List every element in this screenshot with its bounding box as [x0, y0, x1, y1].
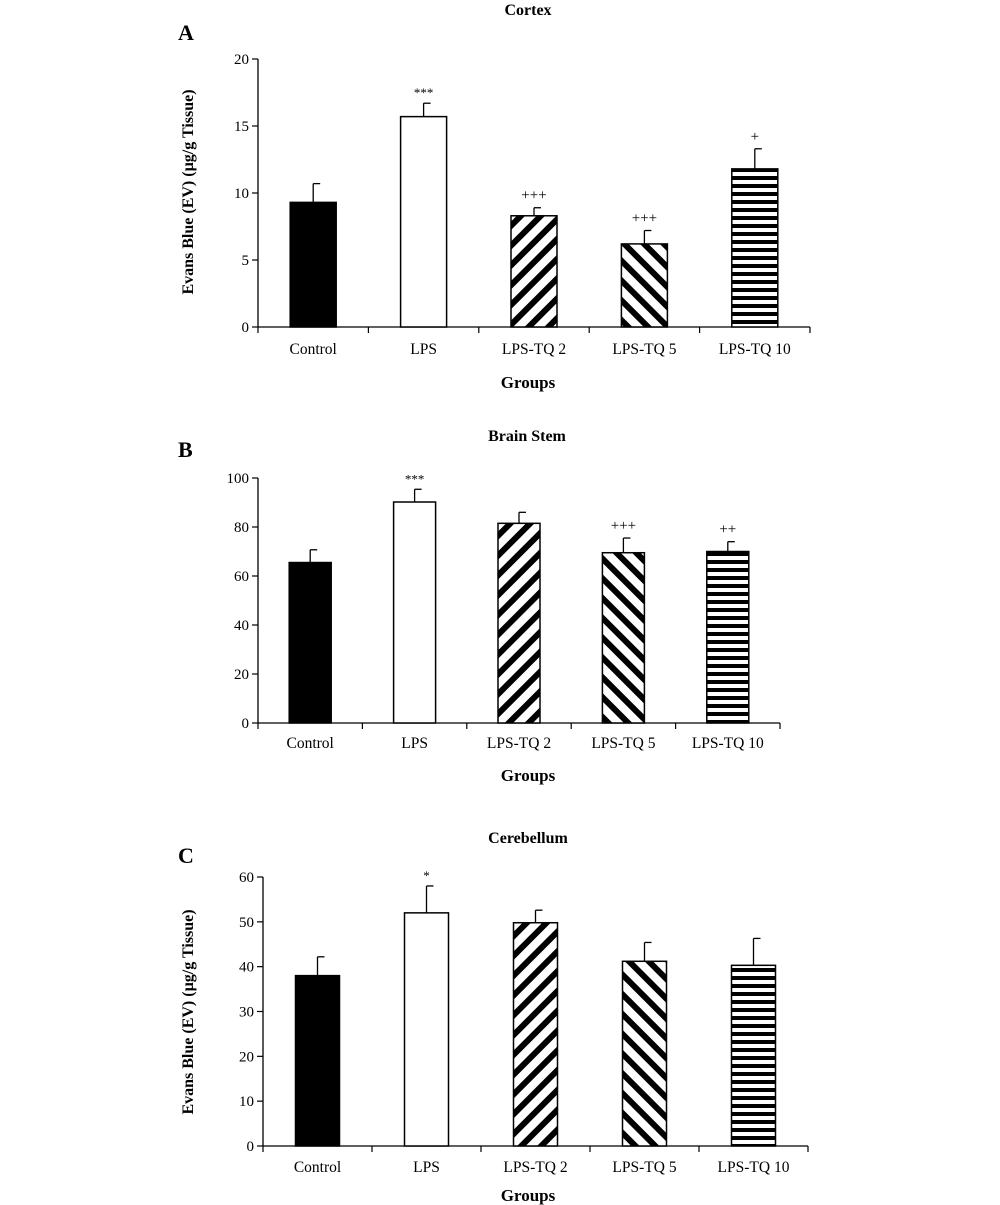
- y-tick-label: 5: [242, 253, 250, 269]
- chart-panel-b: B Brain Stem Groups 0 20 40 60 80 100 Control L…: [178, 428, 781, 785]
- chart-title: Cerebellum: [488, 830, 568, 847]
- x-tick-label: LPS: [410, 341, 437, 358]
- x-tick-label: LPS-TQ 2: [487, 735, 551, 752]
- x-tick-label: LPS-TQ 5: [591, 735, 655, 752]
- x-tick-label: LPS-TQ 10: [718, 1159, 790, 1176]
- bar: [620, 243, 669, 328]
- y-tick-label: 0: [242, 716, 250, 732]
- y-tick-label: 20: [234, 667, 249, 683]
- significance-label: +++: [611, 518, 636, 534]
- y-axis-label: Evans Blue (EV) (µg/g Tissue): [180, 89, 197, 294]
- x-tick-label: LPS-TQ 2: [503, 1159, 567, 1176]
- x-tick-label: LPS-TQ 5: [612, 341, 676, 358]
- y-tick-label: 15: [234, 119, 249, 135]
- bar: [706, 550, 750, 724]
- y-tick-label: 20: [234, 52, 249, 68]
- y-tick-label: 10: [234, 186, 249, 202]
- y-tick-label: 100: [227, 471, 250, 487]
- x-tick-label: Control: [294, 1159, 341, 1176]
- x-tick-label: LPS-TQ 10: [692, 735, 764, 752]
- x-tick-label: LPS-TQ 2: [502, 341, 566, 358]
- bar: [510, 215, 558, 328]
- panel-label: C: [178, 843, 194, 868]
- bar: [512, 921, 559, 1147]
- bar: [399, 115, 448, 328]
- bar: [621, 960, 668, 1147]
- bar: [601, 551, 646, 724]
- y-tick-label: 30: [239, 1005, 254, 1021]
- significance-label: ***: [405, 471, 425, 486]
- y-tick-label: 50: [239, 915, 254, 931]
- x-axis-label: Groups: [501, 1186, 556, 1205]
- y-tick-label: 40: [239, 960, 254, 976]
- plot-area: 0 10 20 30 40 50 60 Control LPS * LPS-TQ 2 LPS-TQ 5…: [239, 868, 809, 1176]
- y-tick-label: 60: [234, 569, 249, 585]
- x-axis-label: Groups: [501, 373, 556, 392]
- plot-area: 0 5 10 15 20 Control LPS *** LPS-TQ 2 +++ LPS-TQ 5…: [234, 52, 811, 358]
- x-tick-label: Control: [290, 341, 337, 358]
- bar: [288, 561, 332, 724]
- panel-label: A: [178, 20, 194, 45]
- chart-title: Brain Stem: [488, 428, 566, 445]
- y-tick-label: 10: [239, 1094, 254, 1110]
- bar: [392, 501, 437, 724]
- y-tick-label: 40: [234, 618, 249, 634]
- chart-panel-c: C Cerebellum Evans Blue (EV) (µg/g Tissu…: [178, 830, 809, 1205]
- y-axis-label: Evans Blue (EV) (µg/g Tissue): [180, 909, 197, 1114]
- x-tick-label: LPS: [413, 1159, 440, 1176]
- bar: [730, 964, 777, 1147]
- y-tick-label: 0: [242, 320, 250, 336]
- significance-label: *: [423, 868, 430, 883]
- significance-label: +++: [521, 188, 546, 204]
- significance-label: +++: [632, 211, 657, 227]
- y-tick-label: 80: [234, 520, 249, 536]
- chart-title: Cortex: [504, 2, 551, 19]
- y-tick-label: 0: [247, 1139, 255, 1155]
- chart-panel-a: A Cortex Evans Blue (EV) (µg/g Tissue) G…: [178, 2, 811, 392]
- bar: [731, 168, 779, 328]
- bar: [403, 912, 450, 1147]
- y-tick-label: 20: [239, 1049, 254, 1065]
- x-tick-label: LPS-TQ 10: [719, 341, 791, 358]
- panel-label: B: [178, 437, 193, 462]
- bar: [289, 201, 337, 328]
- x-tick-label: LPS: [401, 735, 428, 752]
- bar: [294, 974, 341, 1147]
- x-axis-label: Groups: [501, 766, 556, 785]
- significance-label: ++: [719, 522, 736, 538]
- significance-label: +: [751, 129, 759, 145]
- significance-label: ***: [414, 85, 434, 100]
- plot-area: 0 20 40 60 80 100 Control LPS *** LPS-TQ 2 LPS-TQ …: [227, 471, 781, 752]
- y-tick-label: 60: [239, 870, 254, 886]
- bar: [497, 522, 541, 724]
- x-tick-label: Control: [287, 735, 334, 752]
- x-tick-label: LPS-TQ 5: [612, 1159, 676, 1176]
